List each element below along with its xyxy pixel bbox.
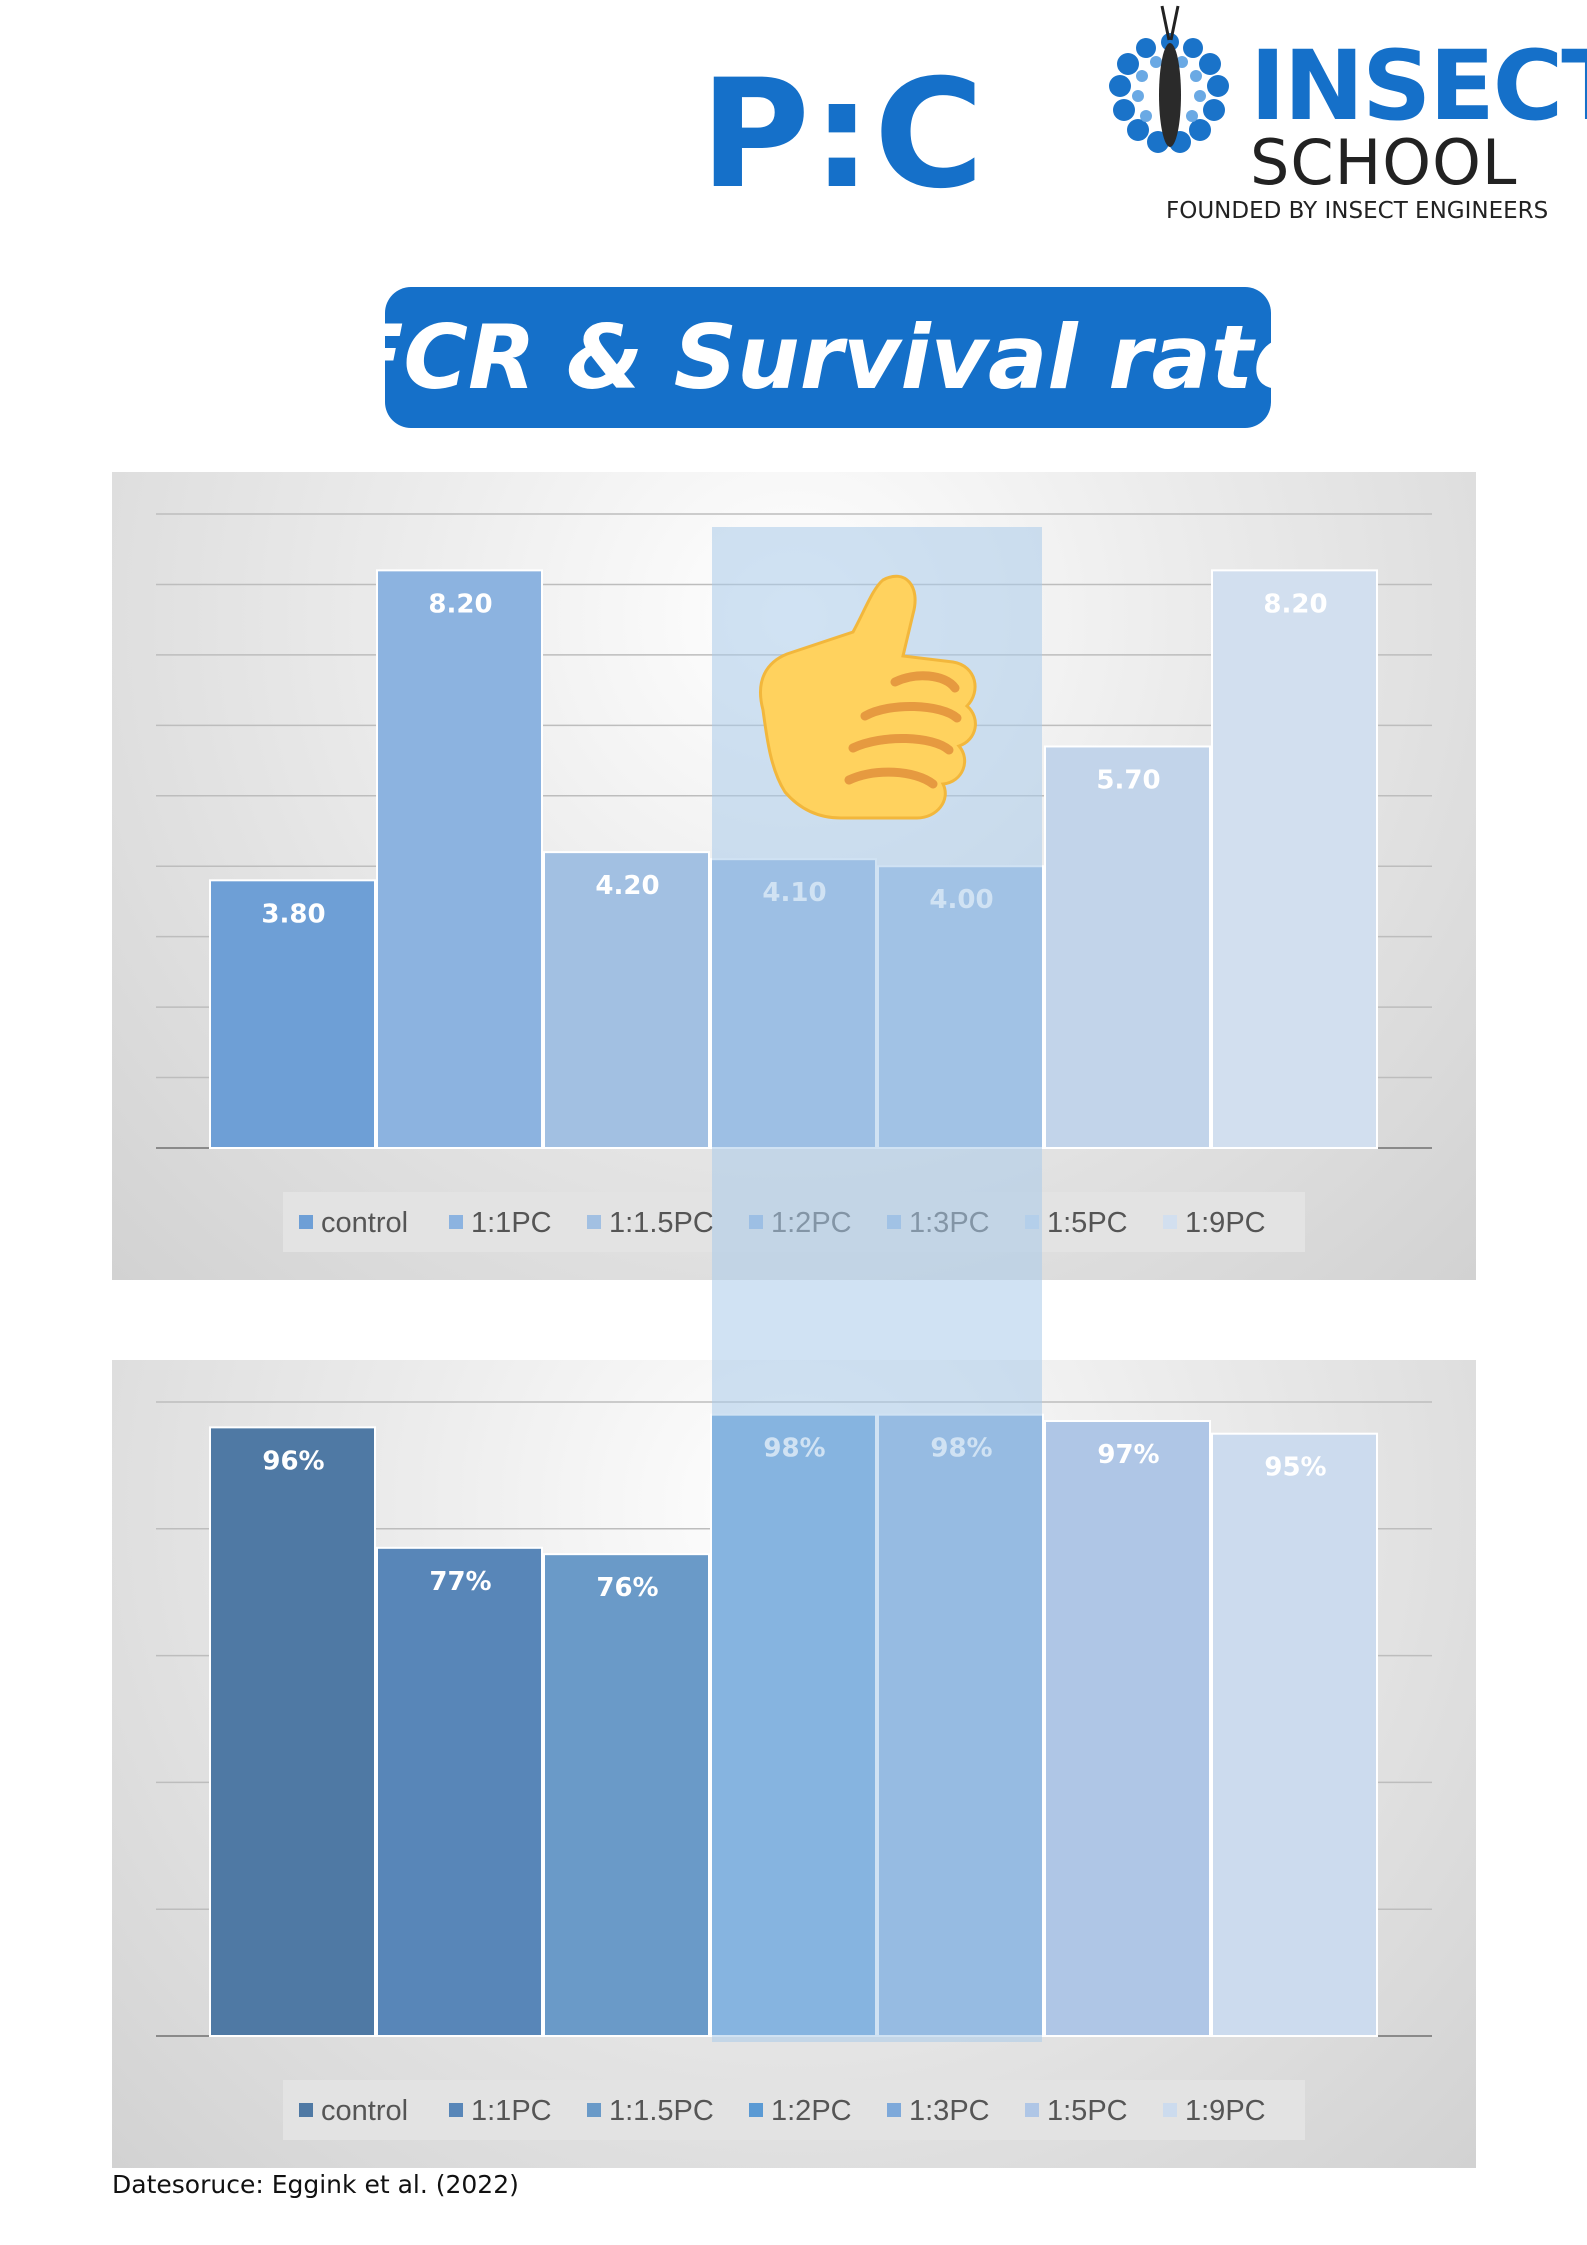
logo-school: SCHOOL <box>1250 126 1518 199</box>
legend-swatch <box>749 2103 763 2117</box>
bar-1:3PC <box>877 1413 1044 2038</box>
logo-tagline: FOUNDED BY INSECT ENGINEERS <box>1166 198 1549 224</box>
legend-label: 1:3PC <box>909 1207 990 1239</box>
legend-label: 1:3PC <box>909 2095 990 2127</box>
legend-swatch <box>299 1215 313 1229</box>
legend-swatch <box>749 1215 763 1229</box>
legend-swatch <box>887 1215 901 1229</box>
data-label: 98% <box>930 1434 992 1464</box>
legend-label: 1:2PC <box>771 1207 852 1239</box>
legend-label: 1:9PC <box>1185 1207 1266 1239</box>
legend-label: 1:2PC <box>771 2095 852 2127</box>
bar-1:1.5PC <box>543 851 710 1149</box>
bar-1:1PC <box>376 569 543 1150</box>
survival-bar-chart: 96% 77% 76% 98% 98% 97% 95% control 1:1PC 1:1.5PC… <box>112 1360 1476 2168</box>
legend-swatch <box>1025 2103 1039 2117</box>
legend-swatch <box>449 1215 463 1229</box>
thumbs-up-icon <box>759 574 977 820</box>
legend-swatch <box>587 2103 601 2117</box>
bar-1:1PC <box>376 1546 543 2037</box>
legend-swatch <box>1163 2103 1177 2117</box>
legend-label: 1:9PC <box>1185 2095 1266 2127</box>
legend-swatch <box>1025 1215 1039 1229</box>
data-label: 3.80 <box>261 899 325 929</box>
data-label: 5.70 <box>1096 765 1160 795</box>
insect-school-logo: INSECT SCHOOL FOUNDED BY INSECT ENGINEER… <box>1090 0 1587 230</box>
data-label: 8.20 <box>428 589 492 619</box>
data-label: 96% <box>262 1446 324 1476</box>
legend-swatch <box>299 2103 313 2117</box>
bar-1:5PC <box>1044 1420 1211 2037</box>
bar-control <box>209 879 376 1149</box>
bar-1:9PC <box>1211 1432 1378 2037</box>
data-source-note: Datesoruce: Eggink et al. (2022) <box>112 2170 519 2199</box>
legend-swatch <box>1163 1215 1177 1229</box>
data-label: 4.00 <box>929 885 993 915</box>
legend-label: 1:1.5PC <box>609 2095 714 2127</box>
data-label: 95% <box>1264 1453 1326 1483</box>
data-label: 98% <box>763 1434 825 1464</box>
survival-chart-svg: 96% 77% 76% 98% 98% 97% 95% control 1:1PC 1:1.5PC… <box>156 1401 1432 2140</box>
legend-label: control <box>321 1207 408 1239</box>
data-label: 76% <box>596 1573 658 1603</box>
banner-title: FCR & Survival rate <box>343 306 1313 409</box>
legend-label: control <box>321 2095 408 2127</box>
legend-label: 1:5PC <box>1047 1207 1128 1239</box>
data-label: 4.10 <box>762 878 826 908</box>
title-banner: FCR & Survival rate <box>343 287 1313 428</box>
logo-brand: INSECT <box>1250 30 1587 142</box>
legend-label: 1:1.5PC <box>609 1207 714 1239</box>
legend-label: 1:1PC <box>471 1207 552 1239</box>
data-label: 97% <box>1097 1440 1159 1470</box>
bar-1:1.5PC <box>543 1553 710 2037</box>
legend-swatch <box>587 1215 601 1229</box>
bar-1:9PC <box>1211 569 1378 1150</box>
legend-swatch <box>449 2103 463 2117</box>
bar-control <box>209 1426 376 2038</box>
data-label: 77% <box>429 1567 491 1597</box>
legend-label: 1:5PC <box>1047 2095 1128 2127</box>
pc-title: P:C <box>700 48 987 222</box>
bar-1:2PC <box>710 1413 877 2038</box>
butterfly-ring-logo-icon <box>1109 5 1229 153</box>
data-label: 4.20 <box>595 871 659 901</box>
legend-swatch <box>887 2103 901 2117</box>
bar-1:5PC <box>1044 745 1211 1149</box>
data-label: 8.20 <box>1263 589 1327 619</box>
legend-label: 1:1PC <box>471 2095 552 2127</box>
